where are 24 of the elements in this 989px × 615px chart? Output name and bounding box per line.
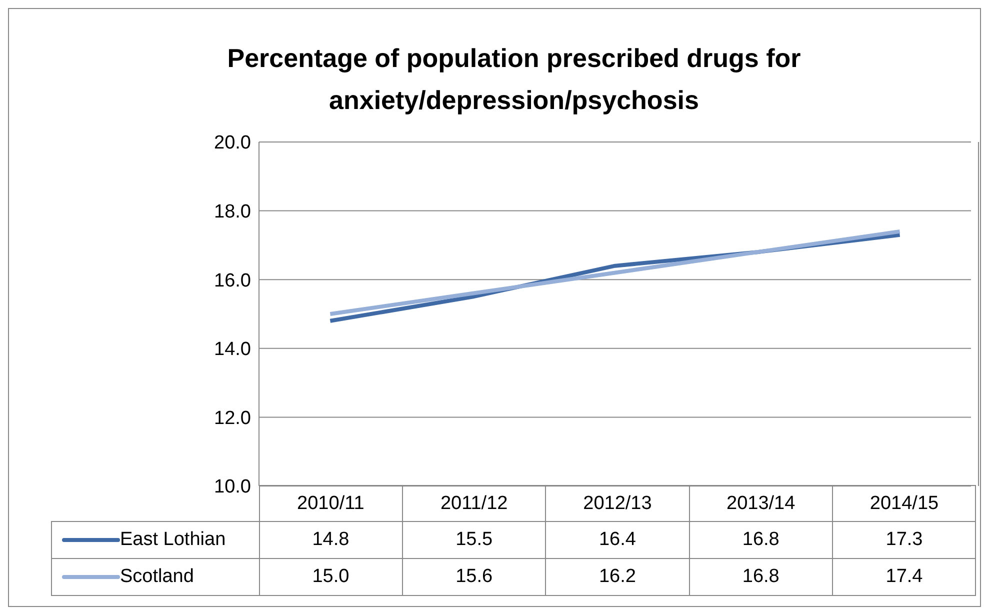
data-label: 14.8	[259, 522, 402, 558]
data-label: 15.5	[402, 522, 546, 558]
data-label: 16.8	[689, 522, 833, 558]
y-tick-label: 16.0	[214, 270, 251, 292]
legend-label: East Lothian	[120, 529, 226, 550]
x-tick-label: 2011/12	[402, 486, 546, 522]
y-tick-label: 10.0	[214, 476, 251, 498]
x-tick-label: 2010/11	[259, 486, 402, 522]
legend-label: Scotland	[120, 566, 194, 587]
data-label: 17.4	[832, 558, 976, 596]
x-tick-label: 2013/14	[689, 486, 833, 522]
y-tick-label: 20.0	[214, 132, 251, 154]
y-tick-label: 14.0	[214, 339, 251, 360]
x-tick-label: 2012/13	[546, 486, 690, 522]
x-tick-label: 2014/15	[832, 486, 976, 522]
y-tick-label: 18.0	[214, 202, 251, 223]
y-tick-label: 12.0	[214, 408, 251, 429]
data-label: 15.6	[402, 558, 546, 596]
chart-title: Percentage of population prescribed drugs for anxiety/depression/psychosis	[226, 42, 802, 117]
data-label: 16.8	[689, 558, 833, 596]
data-label: 15.0	[259, 558, 402, 596]
data-label: 16.2	[546, 558, 690, 596]
data-label: 16.4	[546, 522, 690, 558]
data-label: 17.3	[832, 522, 976, 558]
